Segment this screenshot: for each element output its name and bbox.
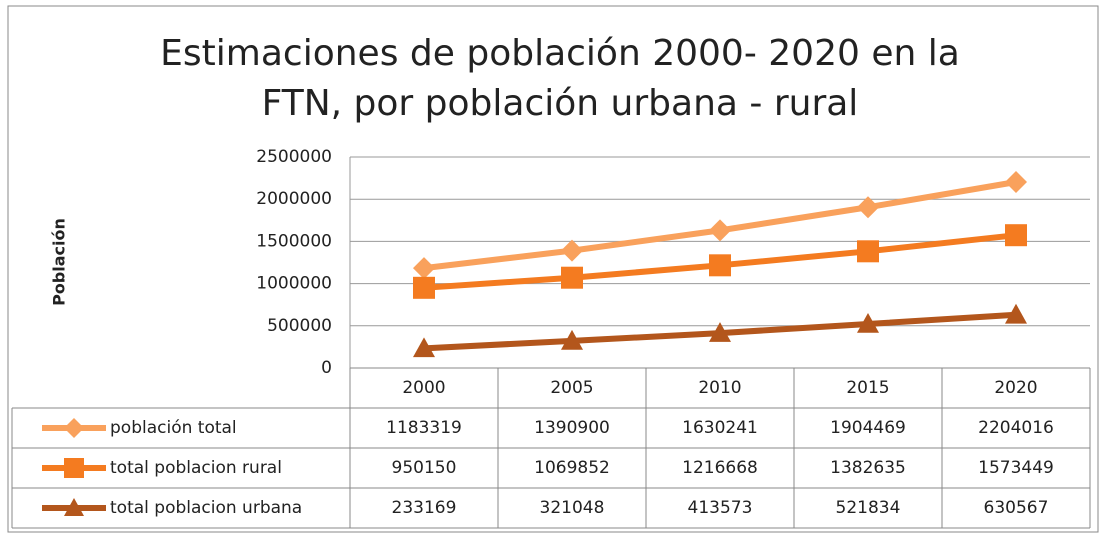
table-cell: 1216668 (682, 458, 758, 478)
marker (709, 322, 731, 342)
table-cell: 1069852 (534, 458, 610, 478)
marker (857, 196, 879, 219)
chart-title-line2: FTN, por población urbana - rural (262, 83, 859, 124)
table-cell: 1390900 (534, 418, 610, 438)
y-axis-label: Población (50, 218, 69, 306)
y-tick-label: 0 (321, 358, 332, 378)
table-cell: 1382635 (830, 458, 906, 478)
table-cell: 521834 (836, 498, 901, 518)
y-tick-label: 2500000 (256, 147, 332, 167)
marker (857, 312, 879, 333)
marker (1005, 170, 1027, 193)
y-tick-label: 500000 (267, 316, 332, 336)
y-tick-label: 1500000 (256, 231, 332, 251)
table-cell: 1183319 (386, 418, 462, 438)
table-cell: 1904469 (830, 418, 906, 438)
table-cell: 2204016 (978, 418, 1054, 438)
legend-label: total poblacion rural (110, 458, 282, 478)
y-tick-label: 1000000 (256, 274, 332, 294)
marker (561, 266, 583, 289)
x-tick-label: 2005 (550, 378, 593, 398)
x-tick-label: 2000 (402, 378, 445, 398)
marker (857, 240, 879, 263)
legend-marker (64, 498, 84, 516)
marker (1005, 224, 1027, 247)
table-cell: 1573449 (978, 458, 1054, 478)
table-cell: 630567 (984, 498, 1049, 518)
y-tick-label: 2000000 (256, 189, 332, 209)
marker (709, 254, 731, 277)
x-tick-label: 2015 (846, 378, 889, 398)
table-cell: 1630241 (682, 418, 758, 438)
marker (561, 239, 583, 262)
marker (1005, 303, 1027, 324)
chart-title: Estimaciones de población 2000- 2020 en … (160, 33, 960, 74)
marker (413, 337, 435, 358)
legend-marker (64, 418, 84, 438)
legend-marker (64, 458, 84, 478)
marker (561, 329, 583, 350)
marker (709, 219, 731, 242)
x-tick-label: 2010 (698, 378, 741, 398)
legend-label: población total (110, 418, 237, 438)
table-cell: 233169 (392, 498, 457, 518)
table-cell: 413573 (688, 498, 753, 518)
table-cell: 321048 (540, 498, 605, 518)
chart-border (7, 5, 1099, 533)
table-cell: 950150 (392, 458, 457, 478)
x-tick-label: 2020 (994, 378, 1037, 398)
legend-label: total poblacion urbana (110, 498, 302, 518)
marker (413, 276, 435, 299)
marker (413, 257, 435, 280)
